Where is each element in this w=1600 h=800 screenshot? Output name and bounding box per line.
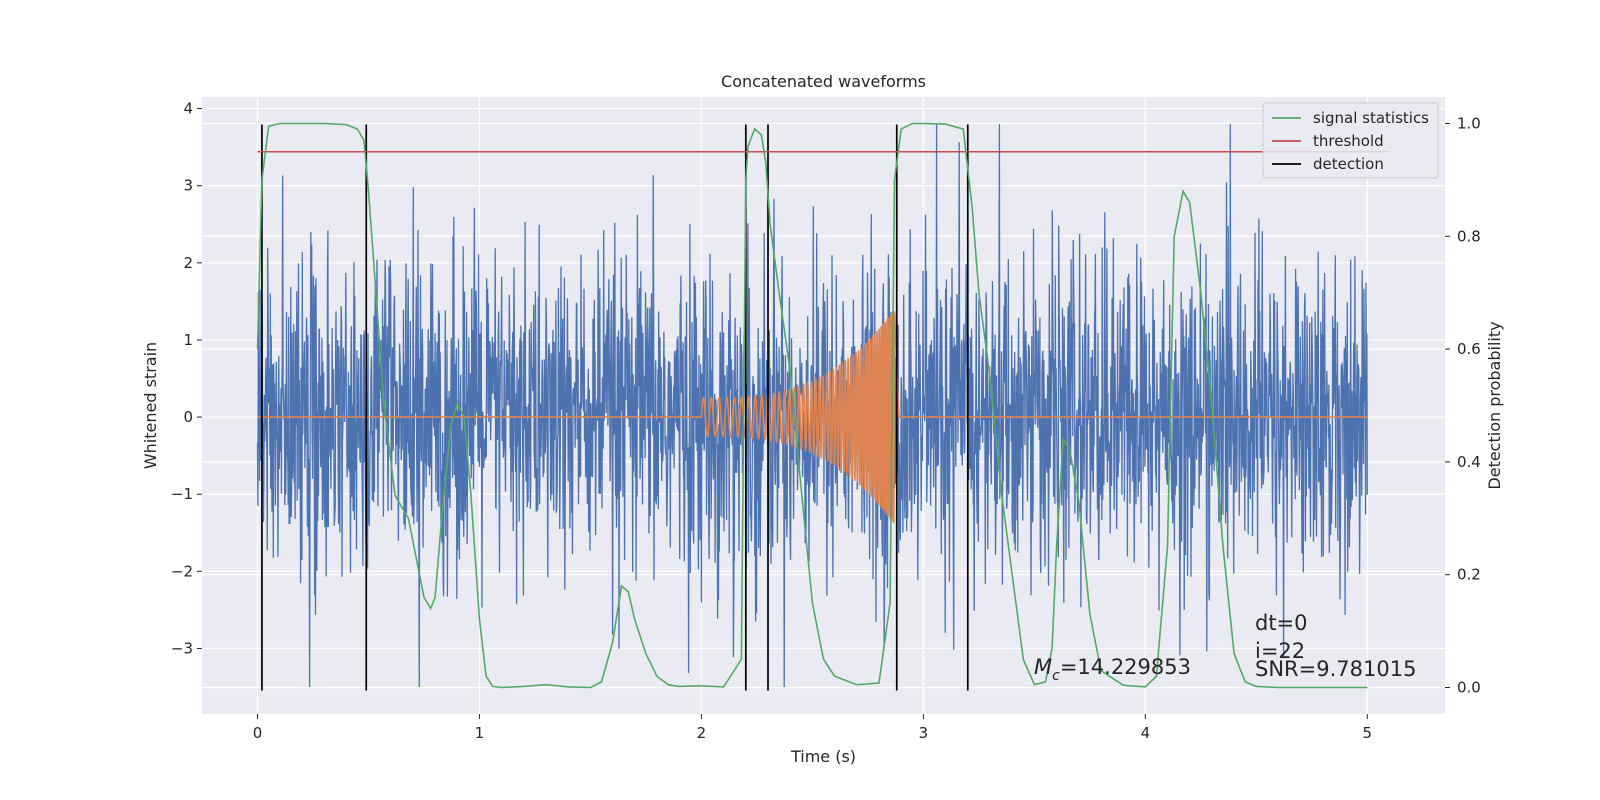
y-tick-label: −3 (171, 639, 193, 657)
x-axis-label: Time (s) (790, 747, 856, 766)
y-right-tick-label: 0.2 (1457, 566, 1481, 584)
y-axis-right-label: Detection probability (1485, 321, 1504, 489)
annotation-dt: dt=0 (1255, 611, 1308, 635)
y-right-tick-label: 0.6 (1457, 340, 1481, 358)
annotation-snr: SNR=9.781015 (1255, 657, 1416, 681)
data-layer (256, 122, 1390, 691)
y-tick-label: −2 (171, 562, 193, 580)
annotation-chirp-mass-symbol: M (1034, 655, 1052, 679)
series-noise-line (256, 123, 1368, 688)
y-tick-label: 4 (183, 100, 193, 118)
y-tick-label: −1 (171, 485, 193, 503)
legend-label: detection (1313, 155, 1384, 173)
annotation-chirp-mass: Mc=14.229853 (1034, 655, 1191, 684)
y-tick-label: 0 (183, 408, 193, 426)
series-signal-statistics-line (256, 122, 1368, 689)
x-tick-label: 5 (1363, 724, 1373, 742)
annotation-chirp-mass-value: =14.229853 (1060, 655, 1191, 679)
y-right-tick-label: 1.0 (1457, 115, 1481, 133)
x-tick-label: 1 (475, 724, 485, 742)
legend-label: threshold (1313, 132, 1384, 150)
annotation-i: i=22 (1255, 639, 1305, 663)
y-axis-label: Whitened strain (141, 342, 160, 469)
y-tick-label: 1 (183, 331, 193, 349)
x-tick-label: 2 (697, 724, 707, 742)
annotations: Mc=14.229853 dt=0 i=22 SNR=9.781015 (1034, 611, 1416, 684)
legend: signal statistics threshold detection (1262, 102, 1439, 179)
y-right-tick-label: 0.4 (1457, 453, 1481, 471)
x-tick-label: 3 (919, 724, 929, 742)
legend-box (1262, 102, 1439, 179)
y-tick-label: 3 (183, 177, 193, 195)
x-tick-label: 0 (253, 724, 263, 742)
legend-label: signal statistics (1313, 109, 1429, 127)
y-right-tick-label: 0.0 (1457, 678, 1481, 696)
x-tick-label: 4 (1141, 724, 1151, 742)
axis-ticks: 0 1 2 3 4 5 −3 −2 −1 0 1 2 3 4 0.0 0.2 0.4 0.6 0.8 1.0 (171, 100, 1481, 742)
y-tick-label: 2 (183, 254, 193, 272)
y-right-tick-label: 0.8 (1457, 227, 1481, 245)
series-template-line (257, 311, 1368, 524)
annotation-chirp-mass-subscript: c (1052, 668, 1060, 684)
chart-title: Concatenated waveforms (721, 72, 926, 91)
